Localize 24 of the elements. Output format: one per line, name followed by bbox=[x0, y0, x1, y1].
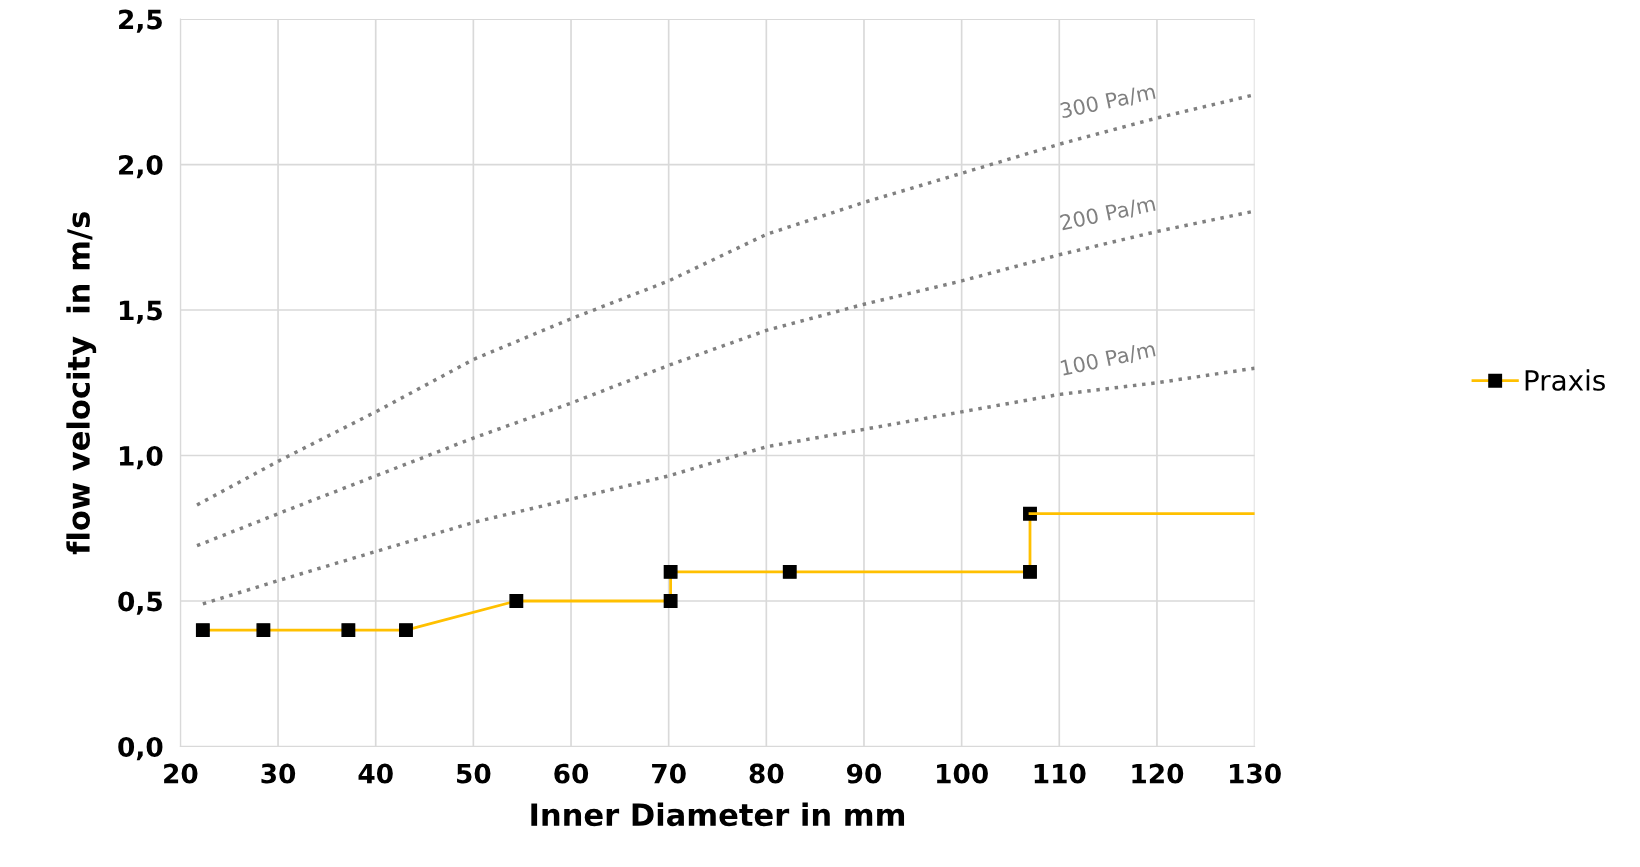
y-tick-label: 1,5 bbox=[119, 300, 162, 324]
y-tick-label: 2,5 bbox=[119, 9, 162, 33]
x-tick-label: 60 bbox=[554, 763, 589, 784]
text: 200 Pa/m bbox=[1059, 195, 1156, 233]
x-tick-label: 30 bbox=[261, 763, 296, 784]
x-tick-label: 100 bbox=[937, 763, 988, 784]
y-tick-label: 1,0 bbox=[119, 445, 163, 470]
x-tick-label: 40 bbox=[358, 763, 393, 784]
x-tick-label: 70 bbox=[652, 763, 686, 784]
x-tick-label: 50 bbox=[457, 763, 491, 784]
x-tick-label: 20 bbox=[164, 763, 198, 784]
y-tick-label: 2,0 bbox=[119, 155, 163, 179]
y-tick-label: 0,0 bbox=[118, 736, 163, 761]
text: 300 Pa/m bbox=[1059, 83, 1156, 121]
y-axis-title: flow velocity in m/s bbox=[66, 212, 97, 555]
x-axis-title: Inner Diameter in mm bbox=[531, 802, 905, 827]
x-tick-label: 90 bbox=[846, 763, 882, 784]
x-tick-label: 80 bbox=[749, 763, 784, 784]
x-tick-label: 130 bbox=[1230, 763, 1281, 784]
x-tick-label: 120 bbox=[1132, 763, 1184, 784]
legend-label: Praxis bbox=[1525, 369, 1605, 391]
text: 100 Pa/m bbox=[1060, 340, 1156, 378]
y-tick-label: 0,5 bbox=[118, 591, 162, 615]
x-tick-label: 110 bbox=[1034, 763, 1086, 784]
